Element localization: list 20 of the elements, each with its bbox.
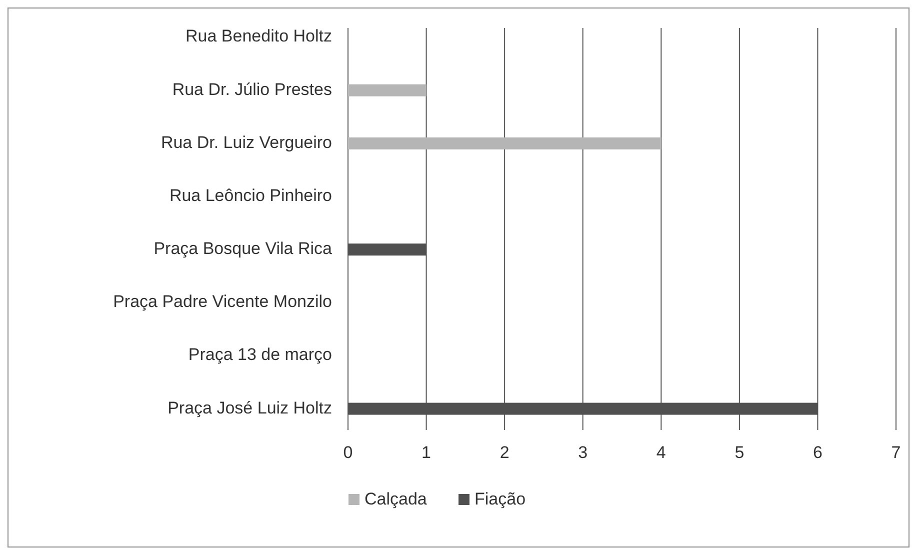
y-tick-label: Praça Padre Vicente Monzilo [113,292,332,312]
x-tick-label: 4 [656,443,666,462]
x-tick-label: 6 [812,443,822,462]
bar [348,137,662,150]
y-tick-label: Rua Leôncio Pinheiro [169,186,332,205]
x-tick-label: 5 [734,443,744,462]
y-tick-label: Rua Benedito Holtz [186,26,332,46]
y-tick-label: Praça José Luiz Holtz [168,398,332,418]
y-tick-label: Rua Dr. Luiz Vergueiro [160,132,332,152]
y-tick-label: Rua Dr. Júlio Prestes [172,80,332,99]
bar [348,84,426,96]
x-tick-label: 1 [422,443,432,462]
x-tick-label: 2 [500,443,510,462]
x-tick-label: 3 [578,443,588,462]
x-tick-label: 0 [343,443,353,462]
legend-label: Calçada [364,489,428,508]
legend-label: Fiação [474,489,526,508]
y-tick-label: Praça Bosque Vila Rica [154,239,333,258]
x-tick-label: 7 [891,443,901,462]
y-tick-label: Praça 13 de março [188,345,332,364]
